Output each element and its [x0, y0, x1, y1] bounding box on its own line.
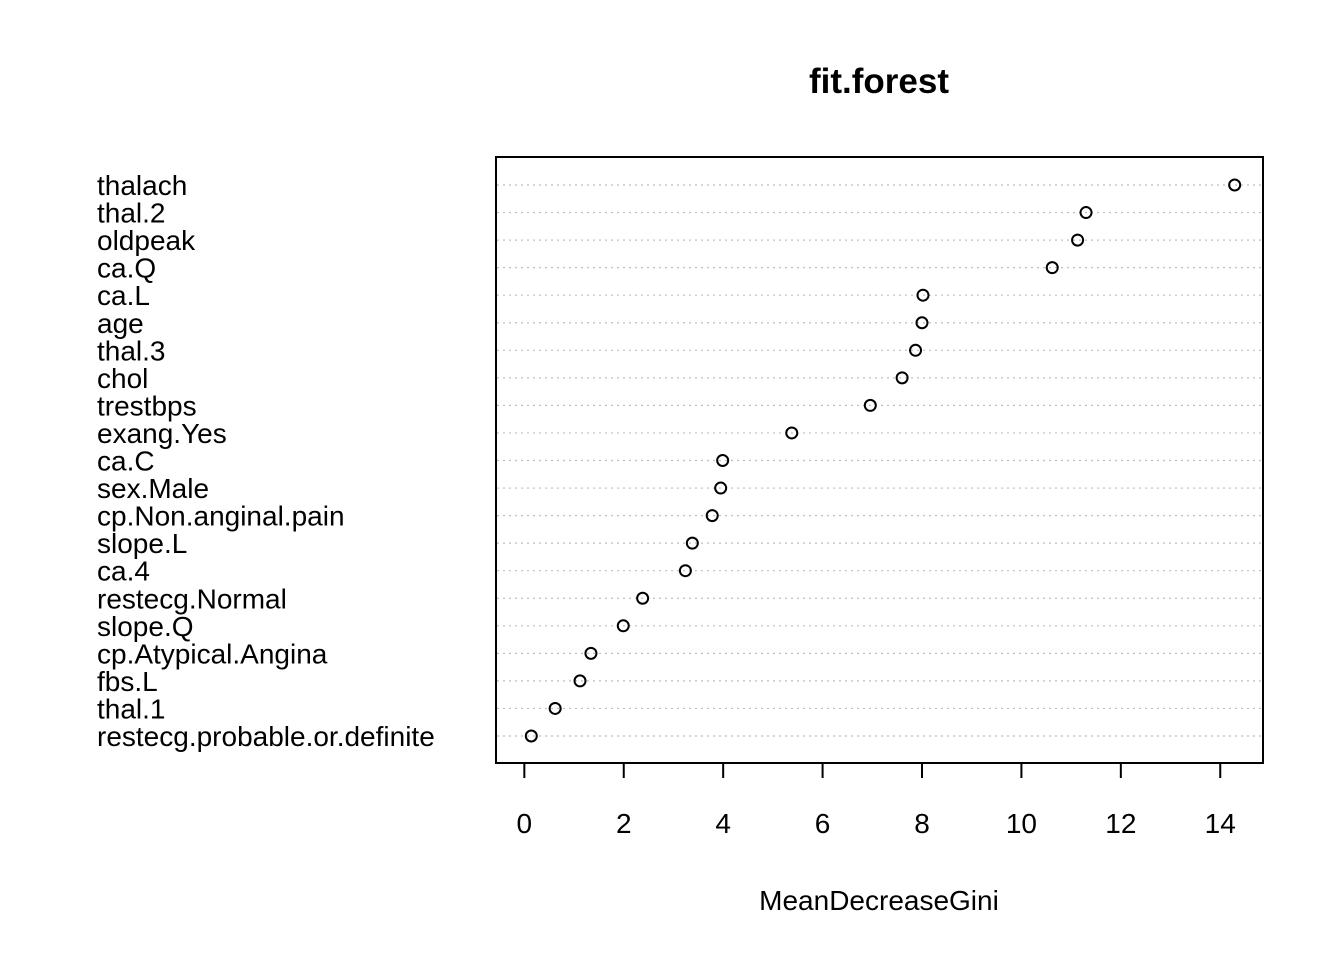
data-points	[524, 178, 1242, 743]
row-guides	[497, 184, 1262, 737]
data-point	[863, 398, 877, 412]
x-tick-label: 6	[815, 808, 831, 839]
data-point	[1228, 178, 1242, 192]
data-point	[1079, 206, 1093, 220]
category-label: restecg.Normal	[97, 583, 287, 614]
data-point	[909, 343, 923, 357]
category-label: exang.Yes	[97, 418, 227, 449]
category-label: thal.2	[97, 198, 166, 229]
data-point	[714, 481, 728, 495]
data-point	[895, 371, 909, 385]
category-label: ca.C	[97, 446, 155, 477]
chart-title: fit.forest	[809, 62, 949, 101]
data-point	[916, 288, 930, 302]
category-label: cp.Atypical.Angina	[97, 638, 328, 669]
data-point	[685, 536, 699, 550]
category-label: chol	[97, 363, 148, 394]
category-label: age	[97, 308, 144, 339]
data-point	[915, 316, 929, 330]
x-tick-label: 8	[914, 808, 930, 839]
category-label: thalach	[97, 170, 187, 201]
x-tick-label: 0	[517, 808, 533, 839]
category-labels: thalachthal.2oldpeakca.Qca.Lagethal.3cho…	[97, 170, 435, 752]
x-tick-label: 4	[715, 808, 731, 839]
category-label: ca.L	[97, 280, 150, 311]
x-tick-label: 10	[1006, 808, 1037, 839]
data-point	[616, 619, 630, 633]
data-point	[524, 729, 538, 743]
data-point	[716, 454, 730, 467]
category-label: thal.3	[97, 335, 166, 366]
category-label: ca.Q	[97, 253, 156, 284]
data-point	[705, 509, 719, 523]
data-point	[573, 674, 587, 688]
category-label: restecg.probable.or.definite	[97, 721, 435, 752]
category-label: thal.1	[97, 693, 166, 724]
x-axis: 0 2 4 6 8 10 12 14	[517, 762, 1236, 839]
category-label: oldpeak	[97, 225, 196, 256]
data-point	[1071, 233, 1085, 247]
category-label: slope.L	[97, 528, 187, 559]
category-label: fbs.L	[97, 666, 158, 697]
category-label: sex.Male	[97, 473, 209, 504]
category-label: cp.Non.anginal.pain	[97, 501, 345, 532]
data-point	[1045, 261, 1059, 275]
category-label: ca.4	[97, 556, 150, 587]
data-point	[785, 426, 799, 440]
category-label: slope.Q	[97, 611, 194, 642]
category-label: trestbps	[97, 390, 197, 421]
x-tick-label: 12	[1105, 808, 1136, 839]
data-point	[584, 646, 598, 660]
data-point	[548, 701, 562, 715]
x-tick-label: 14	[1205, 808, 1236, 839]
data-point	[636, 591, 650, 605]
data-point	[678, 564, 692, 578]
x-tick-label: 2	[616, 808, 632, 839]
x-axis-title: MeanDecreaseGini	[759, 885, 999, 916]
